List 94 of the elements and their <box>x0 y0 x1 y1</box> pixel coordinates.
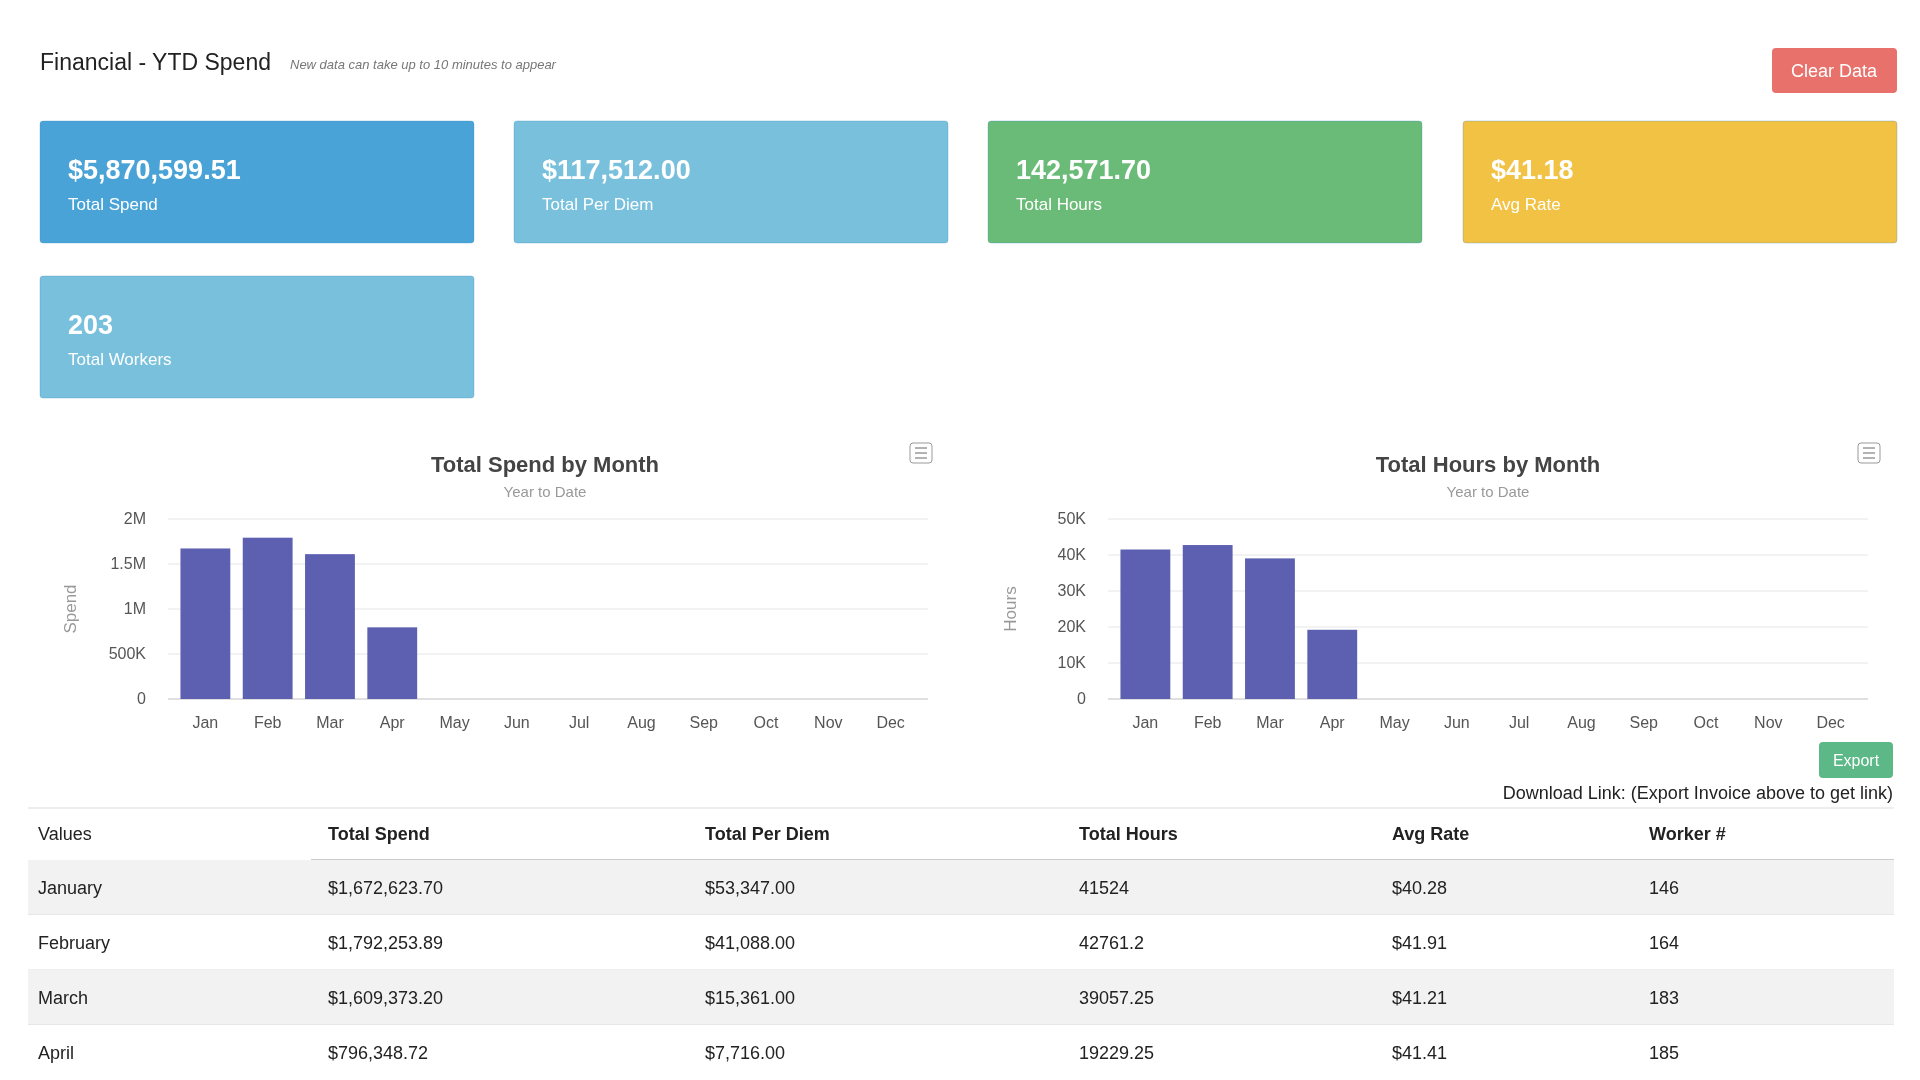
text: 42761.2 <box>1079 932 1145 953</box>
text: $15,361.00 <box>705 987 796 1008</box>
y-tick-label: 1.5M <box>110 555 146 572</box>
text: Values <box>38 824 92 844</box>
y-tick-label: 1M <box>123 600 146 617</box>
x-tick-label: Aug <box>1567 714 1596 731</box>
text: $5,870,599.51 <box>68 155 241 185</box>
x-tick-label: Apr <box>1319 714 1346 731</box>
x-tick-label: May <box>439 714 470 731</box>
text: 41524 <box>1079 877 1130 898</box>
x-tick-label: Nov <box>814 714 843 731</box>
text: Total Spend <box>68 195 158 214</box>
y-axis-title: Hours <box>1001 586 1020 632</box>
bar <box>367 627 418 699</box>
text: Clear Data <box>1790 61 1878 81</box>
text: 19229.25 <box>1079 1042 1155 1063</box>
x-tick-label: Feb <box>1193 714 1222 731</box>
bar <box>1307 629 1358 699</box>
bar <box>242 537 293 699</box>
text: April <box>38 1042 75 1063</box>
text: Total Per Diem <box>705 824 830 844</box>
x-tick-label: Sep <box>1629 714 1659 731</box>
text: Avg Rate <box>1392 824 1470 844</box>
text: 203 <box>68 310 114 340</box>
text: 164 <box>1649 932 1680 953</box>
x-tick-label: Feb <box>253 714 282 731</box>
y-axis-title: Spend <box>61 584 80 634</box>
bar <box>1245 558 1295 699</box>
text: Total Per Diem <box>542 195 654 214</box>
x-tick-label: Jul <box>1508 714 1530 731</box>
chart-subtitle: Year to Date <box>1446 483 1530 500</box>
bar <box>305 554 355 699</box>
bar <box>1120 549 1171 699</box>
text: Download Link: (Export Invoice above to get link) <box>1502 783 1893 803</box>
y-tick-label: 20K <box>1057 618 1087 635</box>
text: $40.28 <box>1392 877 1448 898</box>
y-tick-label: 2M <box>123 510 146 527</box>
text: January <box>38 877 103 898</box>
chart-title: Total Spend by Month <box>430 452 660 477</box>
x-tick-label: Oct <box>1693 714 1720 731</box>
text: $1,609,373.20 <box>328 987 444 1008</box>
text: $41.21 <box>1392 987 1448 1008</box>
text: $7,716.00 <box>705 1042 786 1063</box>
x-tick-label: Jan <box>1132 714 1159 731</box>
x-tick-label: Jan <box>192 714 219 731</box>
x-tick-label: Oct <box>753 714 780 731</box>
text: $41.18 <box>1491 155 1574 185</box>
text: $1,792,253.89 <box>328 932 444 953</box>
text: Avg Rate <box>1491 195 1561 214</box>
y-tick-label: 30K <box>1057 582 1087 599</box>
x-tick-label: Sep <box>689 714 719 731</box>
text: 39057.25 <box>1079 987 1155 1008</box>
text: Total Spend <box>328 824 430 844</box>
text: Worker # <box>1649 824 1726 844</box>
text: Total Hours <box>1079 824 1178 844</box>
y-tick-label: 40K <box>1057 546 1087 563</box>
text: 185 <box>1649 1042 1680 1063</box>
x-tick-label: Nov <box>1754 714 1783 731</box>
text: $796,348.72 <box>328 1042 429 1063</box>
text: $117,512.00 <box>542 155 691 185</box>
text: $41,088.00 <box>705 932 796 953</box>
y-tick-label: 0 <box>137 690 147 707</box>
text: $41.41 <box>1392 1042 1448 1063</box>
bar <box>180 548 231 699</box>
text: New data can take up to 10 minutes to appear <box>290 57 557 72</box>
text: $53,347.00 <box>705 877 796 898</box>
text: $41.91 <box>1392 932 1448 953</box>
text: February <box>38 932 111 953</box>
x-tick-label: Jul <box>568 714 590 731</box>
bar <box>1182 545 1233 699</box>
text: 146 <box>1649 877 1680 898</box>
text: Total Hours <box>1016 195 1102 214</box>
x-tick-label: Mar <box>1256 714 1285 731</box>
x-tick-label: May <box>1379 714 1410 731</box>
chart-title: Total Hours by Month <box>1375 452 1601 477</box>
x-tick-label: Dec <box>1816 714 1845 731</box>
x-tick-label: Mar <box>316 714 345 731</box>
text: March <box>38 987 89 1008</box>
y-tick-label: 50K <box>1057 510 1087 527</box>
x-tick-label: Jun <box>503 714 530 731</box>
y-tick-label: 500K <box>108 645 147 662</box>
text: Financial - YTD Spend <box>40 49 271 75</box>
text: Total Workers <box>68 350 172 369</box>
text: 142,571.70 <box>1016 155 1152 185</box>
y-tick-label: 0 <box>1077 690 1087 707</box>
x-tick-label: Jun <box>1443 714 1470 731</box>
x-tick-label: Dec <box>876 714 905 731</box>
text: $1,672,623.70 <box>328 877 444 898</box>
x-tick-label: Aug <box>627 714 656 731</box>
text: 183 <box>1649 987 1680 1008</box>
y-tick-label: 10K <box>1057 654 1087 671</box>
chart-subtitle: Year to Date <box>503 483 587 500</box>
text: Export <box>1832 752 1880 769</box>
x-tick-label: Apr <box>379 714 406 731</box>
